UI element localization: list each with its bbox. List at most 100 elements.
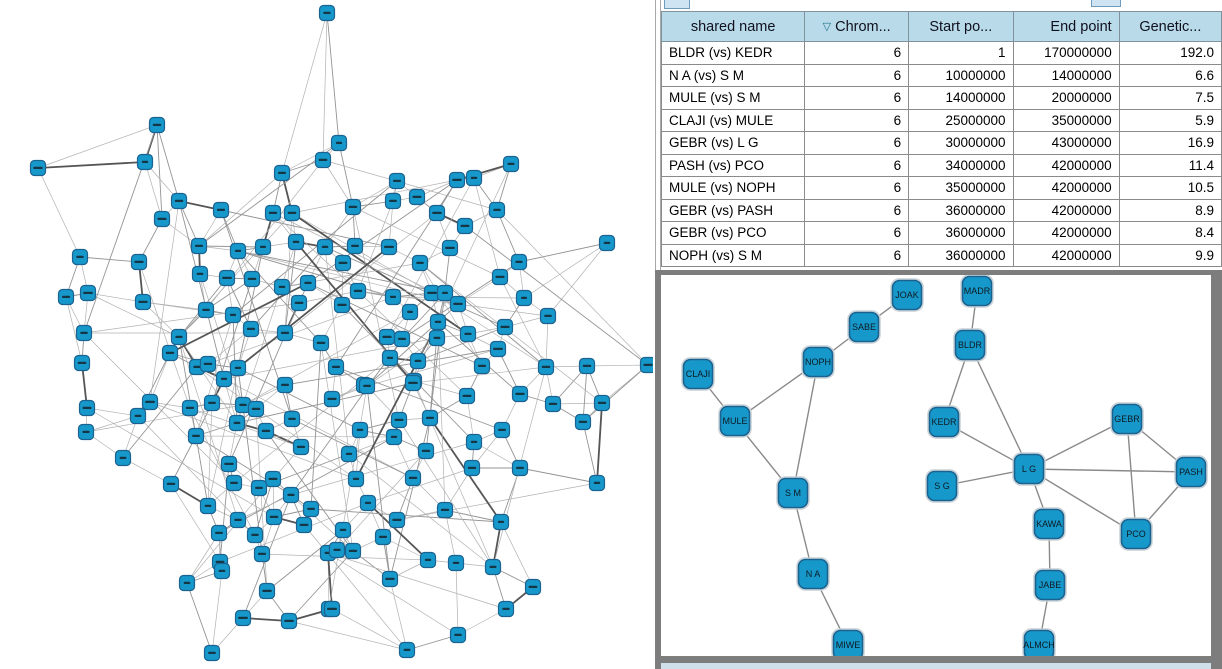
table-row[interactable]: MULE (vs) S M 6 14000000 20000000 7.5	[660, 86, 1222, 110]
network-node[interactable]	[404, 469, 422, 487]
network-node[interactable]	[428, 329, 446, 347]
column-header-2[interactable]: Start po...	[908, 11, 1014, 42]
column-header-1[interactable]: ▽ Chrom...	[804, 11, 910, 42]
large-network-canvas[interactable]	[0, 0, 653, 669]
network-node[interactable]	[327, 358, 345, 376]
network-node[interactable]	[178, 574, 196, 592]
network-node-BLDR[interactable]: BLDR	[953, 328, 987, 362]
network-node[interactable]	[393, 330, 411, 348]
table-cell[interactable]: 6	[804, 153, 910, 177]
network-node[interactable]	[243, 270, 261, 288]
network-node[interactable]	[191, 265, 209, 283]
network-node[interactable]	[234, 609, 252, 627]
table-cell[interactable]: NOPH (vs) S M	[660, 243, 806, 267]
table-cell[interactable]: 9.9	[1118, 243, 1222, 267]
network-node[interactable]	[282, 486, 300, 504]
network-node[interactable]	[544, 395, 562, 413]
table-row[interactable]: PASH (vs) PCO 6 34000000 42000000 11.4	[660, 153, 1222, 177]
network-node[interactable]	[215, 370, 233, 388]
table-cell[interactable]: 192.0	[1118, 41, 1222, 65]
table-cell[interactable]: CLAJI (vs) MULE	[660, 108, 806, 132]
network-node[interactable]	[290, 294, 308, 312]
network-node[interactable]	[229, 242, 247, 260]
network-node[interactable]	[197, 301, 215, 319]
table-cell[interactable]: 6	[804, 221, 910, 245]
network-node[interactable]	[488, 201, 506, 219]
network-node[interactable]	[388, 511, 406, 529]
network-node-CLAJI[interactable]: CLAJI	[681, 357, 715, 391]
table-cell[interactable]: 10000000	[908, 63, 1014, 87]
network-node[interactable]	[316, 238, 334, 256]
network-node[interactable]	[250, 479, 268, 497]
network-node-L-G[interactable]: L G	[1012, 452, 1046, 486]
network-node[interactable]	[515, 289, 533, 307]
table-cell[interactable]: 8.9	[1118, 198, 1222, 222]
network-node[interactable]	[224, 306, 242, 324]
network-node[interactable]	[344, 198, 362, 216]
network-node[interactable]	[511, 385, 529, 403]
network-node[interactable]	[358, 377, 376, 395]
network-node[interactable]	[447, 554, 465, 572]
network-node[interactable]	[524, 578, 542, 596]
table-cell[interactable]: 20000000	[1012, 86, 1120, 110]
network-node[interactable]	[273, 164, 291, 182]
network-node[interactable]	[334, 521, 352, 539]
table-cell[interactable]: 6	[804, 131, 910, 155]
network-node[interactable]	[229, 359, 247, 377]
table-cell[interactable]: GEBR (vs) PCO	[660, 221, 806, 245]
network-node[interactable]	[299, 274, 317, 292]
network-node-ALMCH[interactable]: ALMCH	[1022, 628, 1056, 656]
network-node[interactable]	[77, 423, 95, 441]
network-node[interactable]	[228, 414, 246, 432]
table-row[interactable]: GEBR (vs) PASH 6 36000000 42000000 8.9	[660, 198, 1222, 222]
network-node[interactable]	[436, 284, 454, 302]
network-node[interactable]	[273, 278, 291, 296]
network-node[interactable]	[497, 600, 515, 618]
table-cell[interactable]: 6	[804, 63, 910, 87]
network-node[interactable]	[428, 204, 446, 222]
network-node-NOPH[interactable]: NOPH	[801, 345, 835, 379]
network-node[interactable]	[330, 134, 348, 152]
network-node-KEDR[interactable]: KEDR	[927, 405, 961, 439]
network-node[interactable]	[323, 390, 341, 408]
network-node[interactable]	[436, 501, 454, 519]
network-node[interactable]	[340, 445, 358, 463]
network-node[interactable]	[459, 325, 477, 343]
network-node[interactable]	[456, 217, 474, 235]
network-node[interactable]	[264, 204, 282, 222]
network-node-PCO[interactable]: PCO	[1119, 517, 1153, 551]
network-node[interactable]	[276, 376, 294, 394]
network-node[interactable]	[347, 470, 365, 488]
network-node[interactable]	[280, 612, 298, 630]
table-cell[interactable]: 25000000	[908, 108, 1014, 132]
table-cell[interactable]: 35000000	[1012, 108, 1120, 132]
network-node[interactable]	[374, 528, 392, 546]
network-node[interactable]	[247, 400, 265, 418]
table-cell[interactable]: MULE (vs) NOPH	[660, 176, 806, 200]
network-node[interactable]	[465, 433, 483, 451]
network-node[interactable]	[210, 524, 228, 542]
network-node[interactable]	[381, 349, 399, 367]
network-node[interactable]	[574, 413, 592, 431]
network-node-MADR[interactable]: MADR	[960, 275, 994, 308]
table-cell[interactable]: 43000000	[1012, 131, 1120, 155]
table-row[interactable]: GEBR (vs) PCO 6 36000000 42000000 8.4	[660, 221, 1222, 245]
network-node[interactable]	[465, 169, 483, 187]
network-node[interactable]	[276, 324, 294, 342]
table-cell[interactable]: 42000000	[1012, 243, 1120, 267]
table-cell[interactable]: 6	[804, 41, 910, 65]
table-cell[interactable]: 11.4	[1118, 153, 1222, 177]
network-node[interactable]	[283, 204, 301, 222]
table-row[interactable]: BLDR (vs) KEDR 6 1 170000000 192.0	[660, 41, 1222, 65]
network-node[interactable]	[302, 500, 320, 518]
network-node[interactable]	[449, 626, 467, 644]
table-cell[interactable]: 30000000	[908, 131, 1014, 155]
network-node[interactable]	[539, 307, 557, 325]
network-node[interactable]	[170, 328, 188, 346]
table-cell[interactable]: 5.9	[1118, 108, 1222, 132]
network-node[interactable]	[203, 644, 221, 662]
network-node[interactable]	[130, 253, 148, 271]
network-node[interactable]	[359, 494, 377, 512]
network-node[interactable]	[390, 411, 408, 429]
network-node[interactable]	[384, 192, 402, 210]
